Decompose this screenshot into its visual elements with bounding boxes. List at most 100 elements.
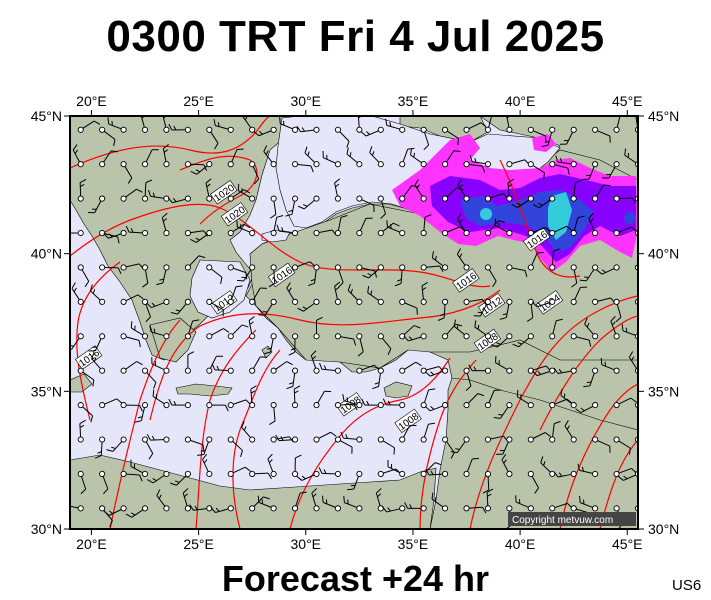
wind-barb — [499, 298, 513, 320]
wind-barb-station — [442, 229, 449, 237]
isobar-label-box — [220, 202, 249, 227]
wind-barb — [342, 394, 363, 409]
wind-barb-staff — [403, 425, 411, 438]
wind-barb-staff — [273, 269, 276, 284]
wind-barb-station — [399, 298, 406, 305]
wind-barb-staff — [131, 509, 144, 518]
wind-barb-flag — [423, 144, 429, 151]
wind-barb-flag-half — [519, 499, 521, 504]
wind-barb-flag — [170, 482, 177, 486]
wind-barb-staff — [432, 257, 444, 267]
wind-barb-flag — [615, 316, 622, 323]
wind-barb — [77, 470, 87, 495]
wind-barb-staff — [601, 268, 615, 275]
wind-barb-flag — [296, 475, 303, 481]
wind-barb-flag-half — [200, 450, 206, 452]
wind-barb — [592, 126, 611, 143]
wind-barb — [88, 333, 106, 352]
wind-barb-staff — [152, 395, 165, 405]
wind-barb-flag — [357, 351, 364, 357]
wind-barb-staff — [429, 473, 443, 476]
wind-barb — [89, 284, 106, 305]
wind-barb-flag-half — [241, 188, 243, 193]
wind-barb-flag — [553, 471, 559, 478]
wind-barb-staff — [361, 267, 376, 272]
wind-barb-station — [249, 402, 256, 409]
wind-barb — [103, 505, 127, 516]
wind-barb-flag — [457, 213, 462, 220]
wind-barb-flag — [498, 220, 505, 223]
wind-barb-flag — [346, 147, 349, 155]
wind-barb-station — [484, 161, 492, 168]
wind-barb — [184, 436, 205, 452]
wind-barb-staff — [190, 439, 204, 446]
isobar-1016-east — [499, 159, 581, 278]
wind-barb — [77, 178, 87, 202]
wind-barb-flag — [414, 179, 419, 186]
wind-barb-flag-half — [516, 202, 522, 206]
wind-barb-flag — [609, 135, 611, 143]
wind-barb — [553, 470, 577, 478]
wind-barb-staff — [94, 200, 102, 213]
wind-barb-flag-half — [345, 434, 348, 439]
wind-barb — [258, 298, 277, 316]
wind-barb-flag-half — [346, 397, 349, 402]
wind-barb-station — [163, 161, 170, 168]
wind-barb-flag — [318, 467, 323, 474]
wind-barb-station — [334, 436, 341, 443]
wind-barb — [270, 195, 277, 219]
axis-tick-labels: 20°E 20°E 25°E 25°E 30°E 30°E 35°E 35°E 40°E 40°E… — [31, 93, 680, 552]
wind-barb — [162, 116, 170, 133]
wind-barb-flag-half — [413, 152, 415, 158]
wind-barb-staff — [264, 303, 273, 316]
wind-barb — [463, 505, 487, 514]
sea-of-marmara — [261, 229, 291, 243]
wind-barb — [424, 402, 449, 412]
wind-barb-flag — [387, 348, 392, 356]
wind-barb-staff — [557, 161, 572, 165]
wind-barb-flag-half — [111, 120, 113, 126]
wind-barb-staff — [233, 267, 247, 274]
wind-barb-staff — [532, 432, 546, 439]
wind-barb-staff — [82, 406, 93, 417]
wind-barb-staff — [231, 149, 238, 162]
wind-barb-staff — [126, 263, 140, 268]
wind-barb-flag — [257, 495, 260, 503]
wind-barb-flag — [360, 131, 367, 137]
wind-barb-flag — [439, 265, 444, 273]
wind-barb — [347, 283, 363, 305]
wind-barb-station — [227, 333, 234, 340]
wind-barb-station — [270, 229, 277, 237]
wind-barb-flag — [286, 282, 291, 289]
wind-barb-flag-half — [241, 276, 246, 279]
wind-barb — [496, 436, 513, 455]
wind-barb-flag — [367, 285, 370, 293]
wind-barb — [424, 367, 449, 377]
wind-barb-flag — [152, 389, 155, 397]
lon-label-top: 35°E — [398, 93, 429, 109]
wind-barb — [120, 333, 141, 348]
wind-barb-station — [549, 229, 556, 237]
lat-label-left: 35°N — [31, 383, 62, 399]
wind-barb-staff — [404, 361, 417, 370]
wind-barb-station — [206, 195, 213, 202]
wind-barb — [628, 351, 638, 374]
wind-barb-flag-half — [249, 321, 254, 325]
wind-barb-flag — [580, 286, 588, 288]
wind-barb-flag-half — [154, 361, 157, 366]
wind-barb-flag — [480, 122, 487, 128]
wind-barb-flag — [268, 282, 275, 288]
wind-barb — [99, 126, 116, 147]
wind-barb-station — [484, 436, 492, 443]
wind-barb-flag-half — [194, 505, 198, 511]
wind-barb-station — [77, 298, 84, 305]
wind-barb-flag-half — [623, 475, 628, 480]
wind-barb-staff — [533, 365, 547, 371]
wind-barb-flag-half — [92, 289, 96, 294]
wind-barb-staff — [334, 286, 338, 300]
wind-barb-staff — [258, 501, 272, 508]
wind-barb-staff — [564, 425, 573, 438]
wind-barb — [381, 505, 406, 513]
wind-barb-flag-half — [520, 394, 522, 399]
wind-barb — [494, 218, 513, 237]
